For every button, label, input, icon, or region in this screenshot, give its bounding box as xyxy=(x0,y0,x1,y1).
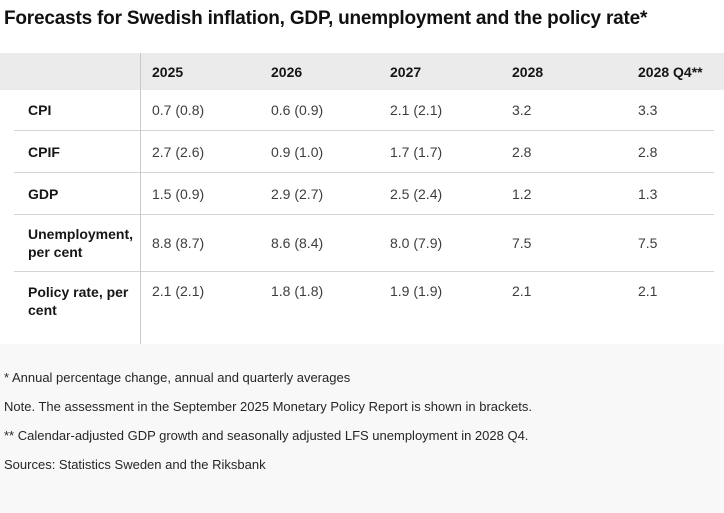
row-label: CPIF xyxy=(28,143,60,160)
cell-value: 2.5 (2.4) xyxy=(390,185,443,202)
column-header-2028: 2028 xyxy=(512,63,544,80)
cell-value: 1.7 (1.7) xyxy=(390,143,443,160)
row-separator xyxy=(14,214,714,215)
column-header-2025: 2025 xyxy=(152,63,184,80)
footnote-asterisk: * Annual percentage change, annual and q… xyxy=(4,370,351,385)
row-label: CPI xyxy=(28,102,52,118)
cell-value: 2.1 xyxy=(638,283,658,299)
cell-value: 2.8 xyxy=(638,143,658,160)
cell-value: 0.9 (1.0) xyxy=(271,143,324,160)
cell-value: 2.1 xyxy=(512,283,532,299)
column-header-2028-q4: 2028 Q4** xyxy=(638,63,703,80)
table-row-policy-rate: Policy rate, per cent 2.1 (2.1) 1.8 (1.8… xyxy=(0,272,724,344)
cell-value: 1.3 xyxy=(638,185,658,202)
row-separator xyxy=(14,172,714,173)
cell-value: 1.9 (1.9) xyxy=(390,283,443,299)
footnote-sources: Sources: Statistics Sweden and the Riksb… xyxy=(4,457,266,472)
page-title: Forecasts for Swedish inflation, GDP, un… xyxy=(4,8,648,29)
cell-value: 8.8 (8.7) xyxy=(152,235,205,251)
table-row-gdp: GDP 1.5 (0.9) 2.9 (2.7) 2.5 (2.4) 1.2 1.… xyxy=(0,173,724,214)
table-header-row: 2025 2026 2027 2028 2028 Q4** xyxy=(0,53,724,90)
cell-value: 3.3 xyxy=(638,102,658,118)
cell-value: 8.6 (8.4) xyxy=(271,235,324,251)
row-separator xyxy=(14,271,714,272)
column-divider xyxy=(140,53,141,344)
cell-value: 7.5 xyxy=(512,235,532,251)
table-row-cpi: CPI 0.7 (0.8) 0.6 (0.9) 2.1 (2.1) 3.2 3.… xyxy=(0,90,724,130)
cell-value: 2.1 (2.1) xyxy=(152,283,205,299)
column-header-empty xyxy=(0,53,141,90)
cell-value: 8.0 (7.9) xyxy=(390,235,443,251)
row-separator xyxy=(14,130,714,131)
forecast-table: 2025 2026 2027 2028 2028 Q4** CPI 0.7 (0… xyxy=(0,53,724,344)
footnote-double-asterisk: ** Calendar-adjusted GDP growth and seas… xyxy=(4,428,529,443)
column-header-2026: 2026 xyxy=(271,63,303,80)
cell-value: 2.9 (2.7) xyxy=(271,185,324,202)
footnote-section: * Annual percentage change, annual and q… xyxy=(0,344,724,513)
cell-value: 3.2 xyxy=(512,102,532,118)
cell-value: 2.7 (2.6) xyxy=(152,143,205,160)
cell-value: 7.5 xyxy=(638,235,658,251)
cell-value: 1.5 (0.9) xyxy=(152,185,205,202)
footnote-note: Note. The assessment in the September 20… xyxy=(4,399,532,414)
cell-value: 0.6 (0.9) xyxy=(271,102,324,118)
cell-value: 2.8 xyxy=(512,143,532,160)
table-row-unemployment: Unemployment, per cent 8.8 (8.7) 8.6 (8.… xyxy=(0,215,724,271)
row-label: GDP xyxy=(28,185,59,202)
cell-value: 1.8 (1.8) xyxy=(271,283,324,299)
cell-value: 2.1 (2.1) xyxy=(390,102,443,118)
row-label: Unemployment, per cent xyxy=(28,226,134,260)
table-row-cpif: CPIF 2.7 (2.6) 0.9 (1.0) 1.7 (1.7) 2.8 2… xyxy=(0,131,724,172)
row-label: Policy rate, per cent xyxy=(28,284,129,318)
cell-value: 0.7 (0.8) xyxy=(152,102,205,118)
cell-value: 1.2 xyxy=(512,185,532,202)
column-header-2027: 2027 xyxy=(390,63,422,80)
